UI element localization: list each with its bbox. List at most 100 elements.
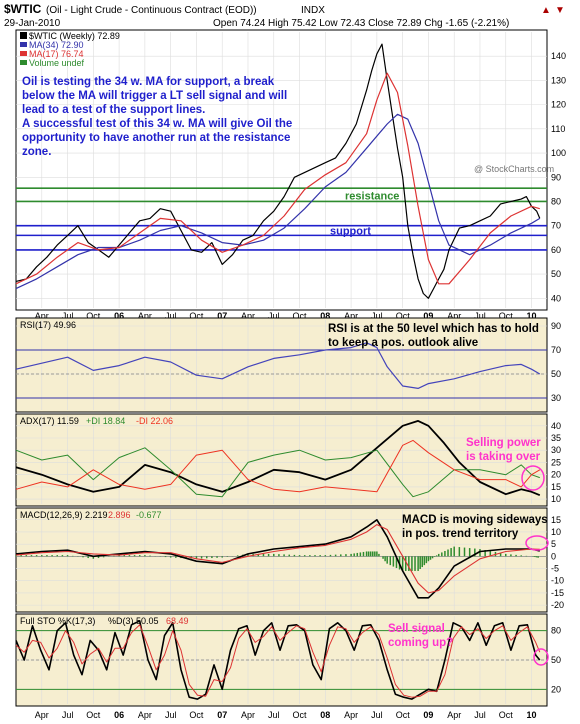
macd-panel: -20 -15 -10 -5 0 5 10 15 MACD(12,26,9) 2.219 2.… xyxy=(15,507,564,613)
sto-ytick-label: 80 xyxy=(551,626,561,636)
macd-note-line-2: in pos. trend territory xyxy=(402,528,519,540)
price-ytick-label: 130 xyxy=(551,75,566,85)
macd-legend-hist: -0.677 xyxy=(136,510,162,520)
price-note-line-1: Oil is testing the 34 w. MA for support,… xyxy=(22,76,275,88)
price-xtick-label: Oct xyxy=(396,311,411,321)
sto-xtick-label: Apr xyxy=(447,710,461,720)
price-ytick-label: 140 xyxy=(551,51,566,61)
sto-xtick-label: Oct xyxy=(396,710,411,720)
adx-note-line-1: Selling power xyxy=(466,437,541,449)
rsi-panel-bg xyxy=(15,317,548,413)
support-label: support xyxy=(330,225,371,237)
adx-ytick-label: 10 xyxy=(551,494,561,504)
price-xtick-label: Apr xyxy=(35,311,49,321)
rsi-ytick-label: 50 xyxy=(551,369,561,379)
sto-xtick-label: Jul xyxy=(62,710,74,720)
sto-panel: 20 50 80 Apr Jul Oct 06 Apr Jul Oct 07 Apr Jul Oct 08… xyxy=(15,613,561,720)
price-ytick-label: 50 xyxy=(551,269,561,279)
rsi-line xyxy=(15,342,541,389)
price-ytick-label: 90 xyxy=(551,172,561,182)
sto-ytick-label: 50 xyxy=(551,655,561,665)
sto-xtick-label: Oct xyxy=(86,710,101,720)
price-ytick-label: 40 xyxy=(551,293,561,303)
adx-legend-adx: ADX(17) 11.59 xyxy=(20,416,79,426)
sto-legend-k: Full STO %K(17,3) xyxy=(20,616,95,626)
price-xtick-label: Jul xyxy=(474,311,486,321)
adx-ytick-label: 15 xyxy=(551,482,561,492)
price-xtick-label: Apr xyxy=(138,311,152,321)
macd-highlight-circle xyxy=(525,535,549,551)
adx-series-0 xyxy=(15,419,541,497)
adx-series-2 xyxy=(15,439,541,493)
chart-date: 29-Jan-2010 xyxy=(4,18,61,29)
macd-ytick-label: 0 xyxy=(551,551,556,561)
macd-ytick-label: 10 xyxy=(551,527,561,537)
sto-xtick-label: Apr xyxy=(138,710,152,720)
adx-series-1 xyxy=(15,447,540,498)
price-note-line-6: zone. xyxy=(22,146,51,158)
legend-ma34: MA(34) 72.90 xyxy=(29,40,84,50)
sto-note-line-1: Sell signal xyxy=(388,623,445,635)
rsi-ytick-label: 90 xyxy=(551,321,561,331)
rsi-panel: 30 50 70 90 RSI(17) 49.96 RSI is at the 50 … xyxy=(15,317,561,413)
sto-xtick-label: Jul xyxy=(371,710,383,720)
price-annotation: Oil is testing the 34 w. MA for support,… xyxy=(22,76,292,158)
price-watermark: @ StockCharts.com xyxy=(474,164,554,174)
macd-line xyxy=(15,518,540,599)
sto-xtick-label: 06 xyxy=(114,710,124,720)
macd-legend-signal: 2.896 xyxy=(108,510,131,520)
sto-legend-d-value: 68.49 xyxy=(166,616,189,626)
sto-ytick-label: 20 xyxy=(551,684,561,694)
sto-xtick-label: Apr xyxy=(241,710,255,720)
adx-ytick-label: 40 xyxy=(551,421,561,431)
macd-ytick-label: 15 xyxy=(551,515,561,525)
price-note-line-2: below the MA will trigger a LT sell sign… xyxy=(22,90,287,102)
macd-ytick-label: -15 xyxy=(551,588,564,598)
price-ytick-label: 120 xyxy=(551,100,566,110)
chart-symbol: $WTIC xyxy=(4,2,42,16)
price-note-line-3: lead to a test of the support lines. xyxy=(22,104,205,116)
sto-legend-d: %D(3) 50.05 xyxy=(108,616,159,626)
sto-xtick-label: 08 xyxy=(320,710,330,720)
legend-volume: Volume undef xyxy=(29,58,85,68)
price-xtick-label: Jul xyxy=(62,311,74,321)
macd-note-line-1: MACD is moving sideways xyxy=(402,514,548,526)
rsi-note-line-1: RSI is at the 50 level which has to hold xyxy=(328,323,539,335)
sto-xtick-label: Oct xyxy=(499,710,514,720)
resistance-label: resistance xyxy=(345,191,399,203)
price-xtick-label: Apr xyxy=(344,311,358,321)
sto-xtick-label: 09 xyxy=(423,710,433,720)
sto-xtick-label: Jul xyxy=(165,710,177,720)
price-xtick-label: 06 xyxy=(114,311,124,321)
macd-legend-macd: MACD(12,26,9) 2.219 xyxy=(20,510,108,520)
macd-panel-bg xyxy=(15,507,548,613)
rsi-ytick-label: 70 xyxy=(551,345,561,355)
sto-xtick-label: Oct xyxy=(189,710,204,720)
price-ytick-label: 60 xyxy=(551,245,561,255)
rsi-legend: RSI(17) 49.96 xyxy=(20,320,76,330)
adx-legend-mdi: -DI 22.06 xyxy=(136,416,173,426)
price-panel: resistance support 40 50 60 70 80 90 100 110 120 1… xyxy=(15,29,566,321)
legend-swatch-ma17 xyxy=(20,51,27,56)
price-xtick-label: Oct xyxy=(86,311,101,321)
price-ytick-label: 110 xyxy=(551,124,565,134)
legend-ma17: MA(17) 76.74 xyxy=(29,49,84,59)
price-xtick-label: Apr xyxy=(447,311,461,321)
macd-ytick-label: 5 xyxy=(551,539,556,549)
price-ytick-label: 70 xyxy=(551,221,561,231)
sto-xtick-label: Apr xyxy=(344,710,358,720)
price-xtick-label: 07 xyxy=(217,311,227,321)
sto-xtick-label: Jul xyxy=(268,710,280,720)
sto-xtick-label: 07 xyxy=(217,710,227,720)
price-note-line-4: A successful test of this 34 w. MA will … xyxy=(22,118,292,130)
macd-ytick-label: -10 xyxy=(551,576,564,586)
macd-ytick-label: -5 xyxy=(551,564,559,574)
legend-swatch-volume xyxy=(20,60,27,65)
legend-swatch-price xyxy=(20,32,27,39)
legend-swatch-ma34 xyxy=(20,42,27,47)
sto-xtick-label: Oct xyxy=(292,710,307,720)
adx-ytick-label: 25 xyxy=(551,457,561,467)
price-ytick-label: 100 xyxy=(551,148,566,158)
chart-exchange: INDX xyxy=(301,5,325,16)
